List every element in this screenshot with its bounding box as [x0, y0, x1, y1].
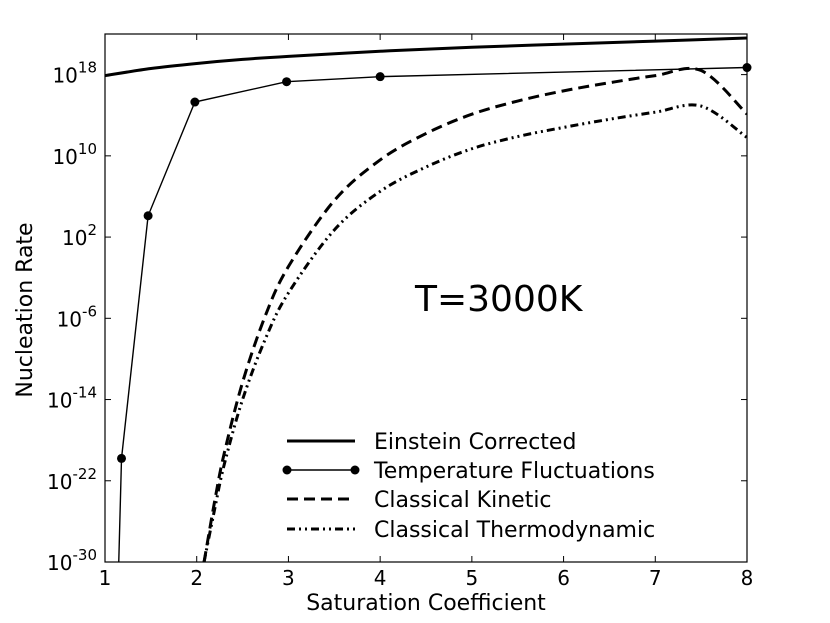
series-layer	[105, 36, 752, 562]
series-point	[375, 72, 385, 82]
series-line-3	[202, 103, 747, 562]
x-axis-label: Saturation Coefficient	[306, 591, 546, 616]
legend-label: Classical Thermodynamic	[374, 518, 655, 543]
legend-label: Temperature Fluctuations	[373, 459, 655, 484]
legend-label: Einstein Corrected	[374, 430, 576, 455]
x-tick-label: 7	[649, 566, 662, 590]
y-tick-label: 1010	[52, 140, 97, 169]
series-point	[190, 97, 200, 107]
y-axis: 10-30 10-22 10-14 10-6 102 1010 1018	[47, 59, 747, 575]
x-axis: 1 2 3 4 5 6 7 8	[99, 34, 754, 590]
legend: Einstein Corrected Temperature Fluctuatio…	[282, 430, 655, 543]
x-tick-label: 6	[557, 566, 570, 590]
y-tick-label: 10-30	[47, 546, 97, 575]
series-point	[282, 77, 292, 87]
x-tick-label: 4	[374, 566, 387, 590]
series-line-0	[105, 36, 747, 78]
y-tick-label: 10-14	[47, 384, 97, 413]
series-point	[742, 63, 752, 73]
legend-marker	[282, 465, 292, 475]
legend-marker	[350, 465, 360, 475]
x-tick-label: 1	[99, 566, 112, 590]
y-tick-label: 10-6	[57, 302, 97, 331]
series-point	[117, 453, 127, 463]
x-tick-label: 3	[282, 566, 295, 590]
x-tick-label: 5	[465, 566, 478, 590]
plot-frame	[104, 33, 748, 563]
series-point	[143, 211, 153, 221]
x-tick-label: 2	[190, 566, 203, 590]
y-tick-label: 10-22	[47, 465, 97, 494]
legend-label: Classical Kinetic	[374, 488, 552, 513]
temperature-annotation: T=3000K	[414, 279, 584, 320]
x-tick-label: 8	[741, 566, 754, 590]
series-line-2	[202, 66, 747, 562]
y-axis-label: Nucleation Rate	[13, 222, 38, 397]
y-tick-label: 102	[62, 221, 97, 250]
y-tick-label: 1018	[52, 59, 97, 88]
